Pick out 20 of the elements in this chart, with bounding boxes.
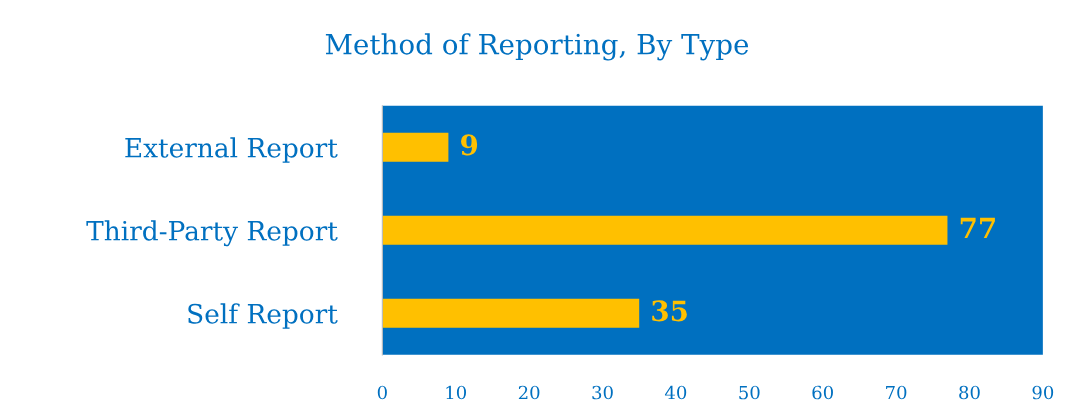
bar [382,298,640,328]
bar [382,215,948,245]
x-tick-label: 90 [1032,385,1054,400]
bar [382,132,449,162]
x-tick-label: 80 [959,385,980,400]
x-tick-label: 50 [739,385,760,400]
y-tick-label: External Report [125,137,338,163]
data-label: 35 [652,300,687,322]
data-label: 77 [960,217,995,238]
data-label: 9 [461,134,478,156]
chart-title: Method of Reporting, By Type [325,33,749,61]
x-tick-label: 20 [518,385,540,400]
x-tick-label: 60 [812,385,833,400]
y-tick-label: Third-Party Report [86,220,338,247]
x-tick-label: 0 [377,385,387,400]
x-tick-label: 30 [592,385,613,400]
x-tick-label: 70 [886,385,907,400]
x-tick-label: 10 [446,385,467,400]
x-tick-label: 40 [664,385,687,400]
y-tick-label: Self Report [188,303,338,329]
